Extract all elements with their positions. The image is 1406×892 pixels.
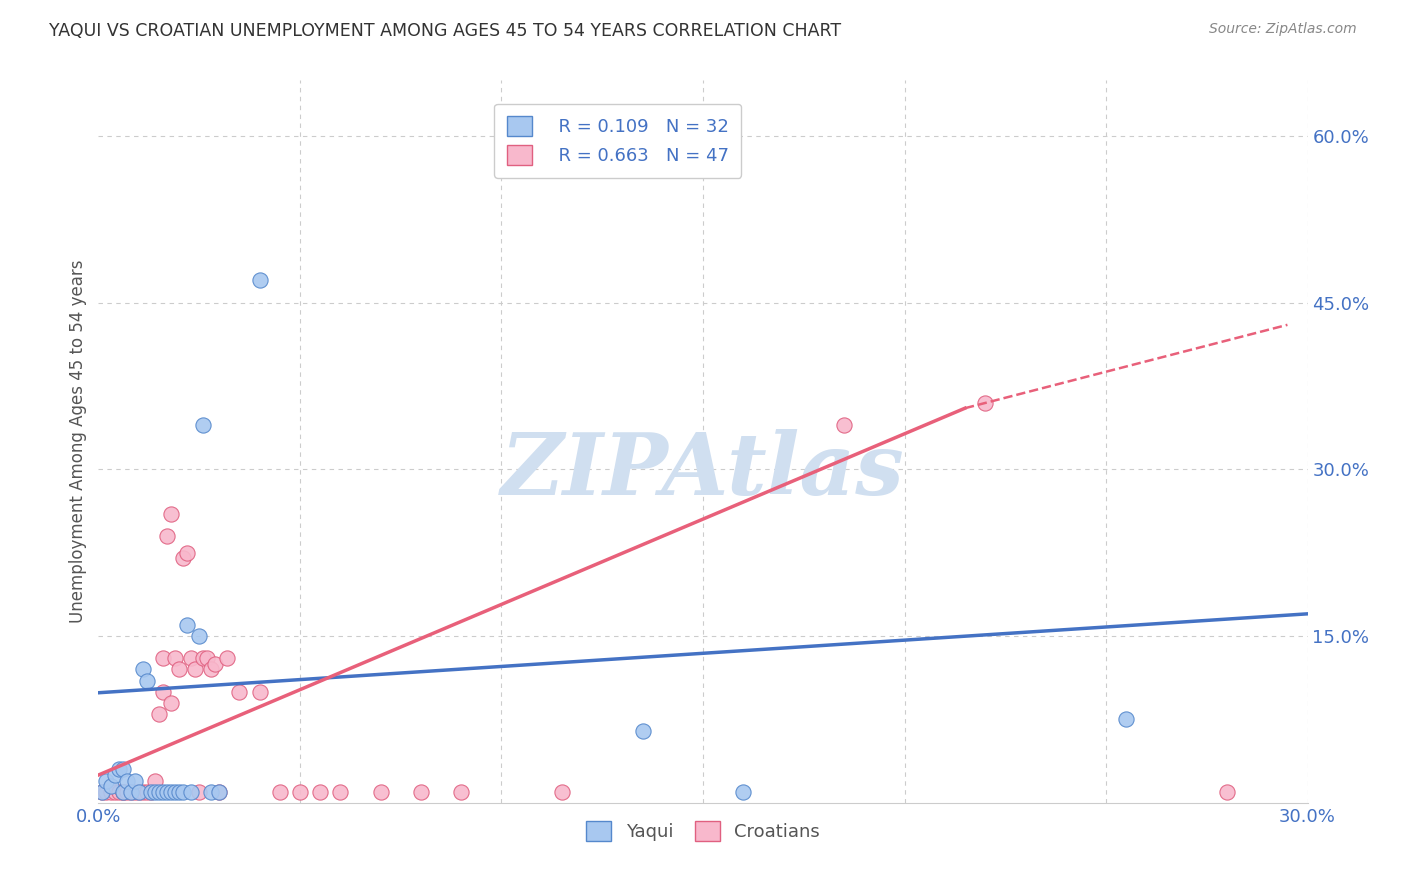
Point [111,785,134,799]
Point [148,785,170,799]
Point [184,662,207,676]
Point [100,785,122,799]
Point [103,768,125,782]
Point [96,773,118,788]
Point [208,785,231,799]
Point [631,723,654,738]
Point [167,785,190,799]
Point [269,785,291,799]
Point [135,785,157,799]
Point [974,395,997,409]
Point [111,785,134,799]
Point [228,684,250,698]
Point [143,773,166,788]
Point [160,507,183,521]
Point [832,417,855,432]
Point [103,785,125,799]
Legend: Yaqui, Croatians: Yaqui, Croatians [579,814,827,848]
Point [288,785,311,799]
Point [91,785,114,799]
Text: YAQUI VS CROATIAN UNEMPLOYMENT AMONG AGES 45 TO 54 YEARS CORRELATION CHART: YAQUI VS CROATIAN UNEMPLOYMENT AMONG AGE… [49,22,841,40]
Y-axis label: Unemployment Among Ages 45 to 54 years: Unemployment Among Ages 45 to 54 years [69,260,87,624]
Point [132,785,155,799]
Point [107,763,129,777]
Point [172,551,194,566]
Point [450,785,472,799]
Point [115,773,138,788]
Point [195,651,218,665]
Point [163,651,186,665]
Point [370,785,392,799]
Point [172,785,194,799]
Point [120,785,142,799]
Point [156,785,179,799]
Point [249,684,271,698]
Point [551,785,574,799]
Point [148,706,170,721]
Point [208,785,231,799]
Point [188,629,211,643]
Point [143,785,166,799]
Point [139,785,162,799]
Point [132,662,155,676]
Point [180,785,202,799]
Point [1115,713,1137,727]
Point [200,662,222,676]
Point [176,546,198,560]
Point [124,773,146,788]
Point [200,785,222,799]
Point [135,673,157,688]
Point [139,785,162,799]
Point [733,785,755,799]
Point [152,684,174,698]
Point [100,779,122,793]
Point [193,417,215,432]
Point [115,785,138,799]
Point [124,785,146,799]
Text: Source: ZipAtlas.com: Source: ZipAtlas.com [1209,22,1357,37]
Point [309,785,332,799]
Text: ZIPAtlas: ZIPAtlas [501,429,905,512]
Point [180,651,202,665]
Point [409,785,432,799]
Point [152,785,174,799]
Point [167,662,190,676]
Point [1216,785,1239,799]
Point [120,785,142,799]
Point [217,651,239,665]
Point [91,785,114,799]
Point [329,785,352,799]
Point [128,785,150,799]
Point [160,696,183,710]
Point [156,529,179,543]
Point [204,657,226,671]
Point [152,651,174,665]
Point [107,785,129,799]
Point [188,785,211,799]
Point [96,785,118,799]
Point [193,651,215,665]
Point [176,618,198,632]
Point [160,785,183,799]
Point [111,763,134,777]
Point [249,273,271,287]
Point [111,785,134,799]
Point [128,785,150,799]
Point [163,785,186,799]
